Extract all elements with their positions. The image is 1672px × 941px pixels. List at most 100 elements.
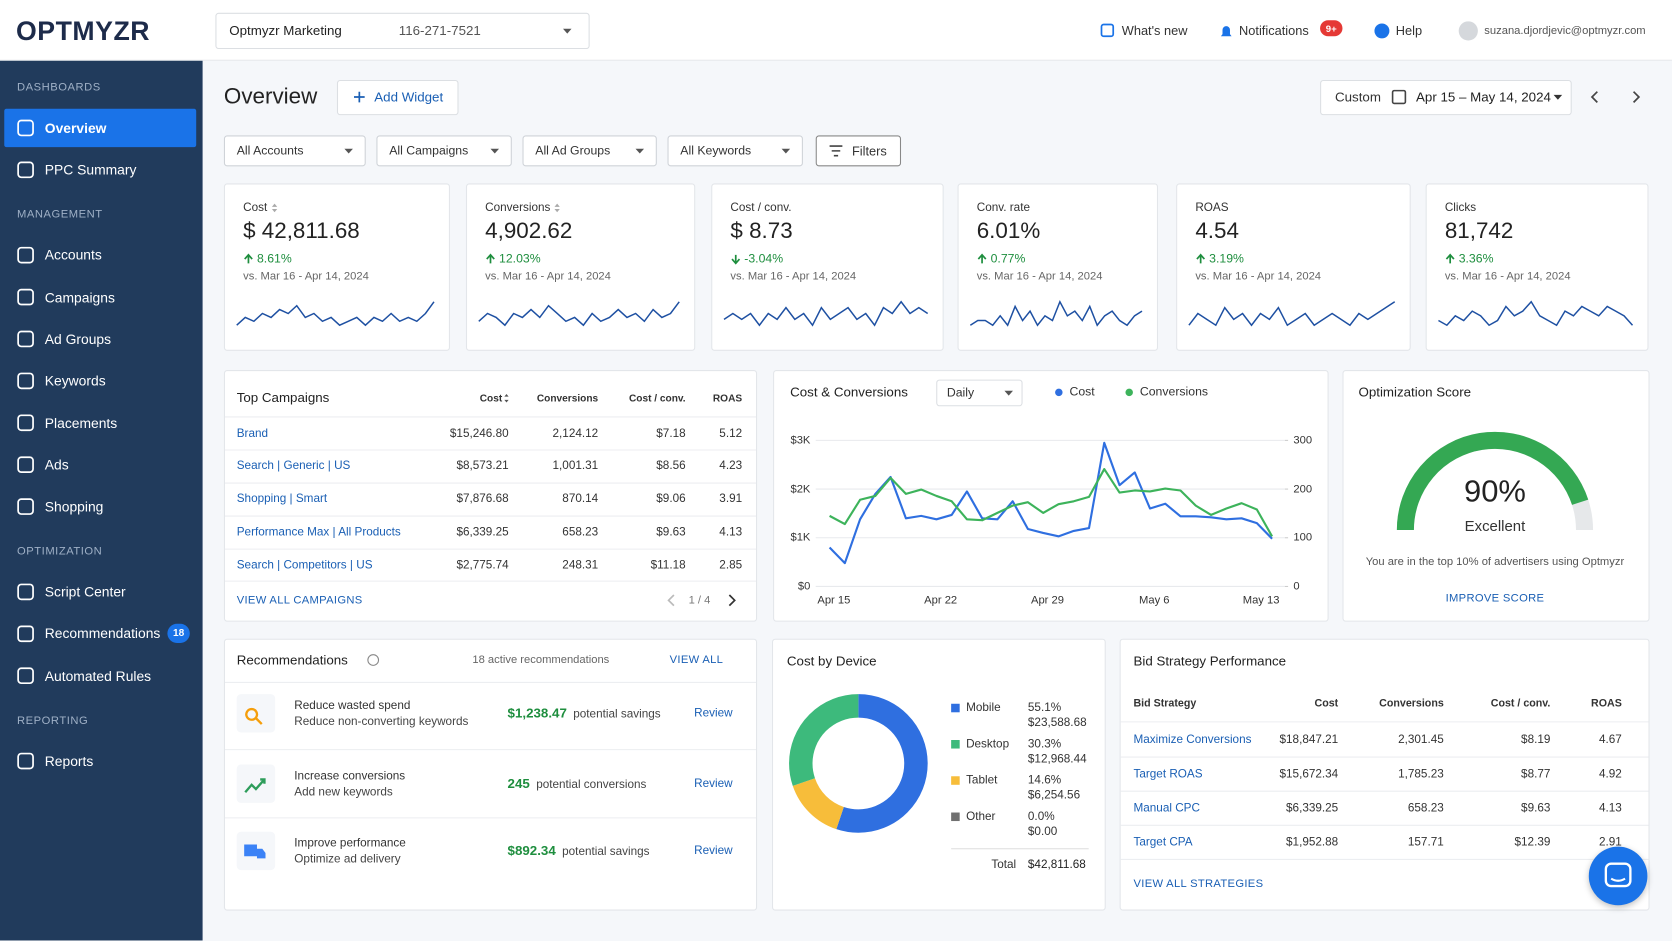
sidebar-item[interactable] bbox=[4, 445, 196, 483]
filter-dropdown[interactable] bbox=[223, 135, 366, 167]
chevron-icon bbox=[1590, 91, 1598, 103]
sidebar-item-label[interactable]: Campaigns bbox=[44, 289, 115, 306]
campaign-link[interactable]: Search | Generic | US bbox=[236, 459, 351, 473]
sidebar-item-label[interactable]: Recommendations bbox=[44, 625, 161, 642]
filter-dropdown[interactable] bbox=[376, 135, 512, 167]
column-header: Cost bbox=[1314, 697, 1339, 710]
account-select[interactable] bbox=[215, 12, 590, 50]
date-picker[interactable] bbox=[1320, 79, 1572, 116]
whats-new[interactable]: What's new bbox=[1121, 23, 1188, 39]
sidebar-section-title: OPTIMIZATION bbox=[17, 544, 103, 558]
sidebar-item-label[interactable]: Script Center bbox=[44, 583, 126, 600]
strategy-link[interactable]: Target CPA bbox=[1133, 835, 1193, 849]
table-cell: 870.14 bbox=[562, 492, 599, 506]
table-cell: 3.91 bbox=[719, 492, 743, 506]
improve-score-link[interactable]: IMPROVE SCORE bbox=[1445, 591, 1545, 605]
rec-subtitle: Optimize ad delivery bbox=[294, 852, 401, 866]
campaign-link[interactable]: Performance Max | All Products bbox=[236, 525, 401, 539]
column-header: ROAS bbox=[1591, 697, 1622, 710]
table-cell: $8.19 bbox=[1521, 733, 1551, 747]
user-email: suzana.djordjevic@optmyzr.com bbox=[1484, 24, 1646, 38]
strategy-link[interactable]: Manual CPC bbox=[1133, 801, 1200, 815]
sidebar-item-label[interactable]: Shopping bbox=[44, 498, 104, 515]
table-cell: 2,124.12 bbox=[552, 427, 599, 441]
kpi-label: Clicks bbox=[1444, 201, 1477, 215]
review-link[interactable]: Review bbox=[694, 706, 733, 720]
sidebar-item-label[interactable]: Overview bbox=[44, 119, 107, 136]
sidebar-section-title: REPORTING bbox=[17, 714, 89, 727]
sidebar-item-label[interactable]: Reports bbox=[44, 753, 94, 770]
cost-conversions-card bbox=[773, 370, 1329, 622]
sidebar-item[interactable] bbox=[4, 742, 196, 780]
campaign-link[interactable]: Brand bbox=[236, 427, 269, 441]
table-cell: 248.31 bbox=[562, 558, 599, 572]
table-cell: 2.85 bbox=[719, 558, 743, 572]
sidebar-item-label[interactable]: Keywords bbox=[44, 372, 106, 389]
kpi-label: Cost bbox=[243, 201, 268, 215]
x-tick-label: Apr 29 bbox=[1030, 593, 1064, 607]
rec-value-row: 245 potential conversions bbox=[508, 776, 647, 791]
page-title: Overview bbox=[223, 84, 318, 109]
logo: OPTMYZR bbox=[15, 16, 151, 47]
sidebar-section-title: DASHBOARDS bbox=[17, 81, 101, 94]
rec-value-note: potential savings bbox=[562, 845, 650, 859]
table-cell: $1,952.88 bbox=[1286, 835, 1339, 849]
table-cell: $11.18 bbox=[650, 558, 686, 572]
top-campaigns-card bbox=[223, 370, 758, 622]
legend-label: Conversions bbox=[1139, 386, 1209, 399]
rec-value-note: potential conversions bbox=[536, 778, 647, 792]
campaign-link[interactable]: Shopping | Smart bbox=[236, 492, 328, 506]
sidebar-item-label[interactable]: PPC Summary bbox=[44, 161, 137, 178]
kpi-change: -3.04% bbox=[744, 252, 784, 266]
x-tick-label: Apr 22 bbox=[924, 593, 958, 607]
active-count: 18 active recommendations bbox=[472, 653, 610, 667]
kpi-label: Cost / conv. bbox=[730, 201, 792, 215]
table-cell: $2,775.74 bbox=[456, 558, 509, 572]
sidebar-badge bbox=[167, 624, 190, 644]
filter-dropdown[interactable] bbox=[667, 135, 803, 167]
gauge-value-label: 90% bbox=[1464, 475, 1526, 510]
sidebar-item-label[interactable]: Accounts bbox=[44, 247, 102, 264]
kpi-change: 3.19% bbox=[1209, 252, 1244, 266]
column-header: Bid Strategy bbox=[1133, 697, 1197, 710]
kpi-label: ROAS bbox=[1195, 201, 1229, 215]
notifications[interactable]: Notifications bbox=[1239, 23, 1309, 39]
sidebar-item-label[interactable]: Ad Groups bbox=[44, 330, 112, 347]
filter-dropdown[interactable] bbox=[522, 135, 657, 167]
table-cell: 1,001.31 bbox=[552, 459, 599, 473]
view-all-link[interactable]: VIEW ALL bbox=[669, 653, 724, 667]
kpi-comparison: vs. Mar 16 - Apr 14, 2024 bbox=[485, 269, 611, 283]
granularity: Daily bbox=[946, 386, 975, 400]
help[interactable]: Help bbox=[1395, 23, 1423, 39]
total-value: $42,811.68 bbox=[1027, 858, 1086, 872]
view-all-link[interactable]: VIEW ALL CAMPAIGNS bbox=[236, 593, 363, 607]
card-title: Top Campaigns bbox=[236, 390, 330, 406]
gauge-status: Excellent bbox=[1464, 517, 1526, 535]
table-cell: 5.12 bbox=[719, 427, 743, 441]
sidebar-item-label[interactable]: Placements bbox=[44, 414, 118, 431]
rec-subtitle: Reduce non-converting keywords bbox=[294, 714, 469, 728]
legend-label: Mobile bbox=[966, 701, 1001, 715]
y2-tick-label: 0 bbox=[1293, 580, 1300, 593]
review-link[interactable]: Review bbox=[694, 844, 733, 858]
campaign-link[interactable]: Search | Competitors | US bbox=[236, 558, 373, 572]
strategy-link[interactable]: Maximize Conversions bbox=[1133, 733, 1252, 747]
kpi-comparison: vs. Mar 16 - Apr 14, 2024 bbox=[730, 269, 857, 283]
view-all-link[interactable]: VIEW ALL STRATEGIES bbox=[1133, 877, 1264, 891]
sidebar-badge-text: 18 bbox=[172, 627, 185, 640]
table-cell: $15,246.80 bbox=[449, 427, 509, 441]
sidebar-item-label[interactable]: Ads bbox=[44, 456, 69, 473]
table-cell: 2.91 bbox=[1599, 835, 1622, 849]
legend-label: Cost bbox=[1069, 386, 1095, 399]
account-id: 116-271-7521 bbox=[398, 23, 481, 39]
rec-subtitle: Add new keywords bbox=[294, 785, 393, 799]
chat-button[interactable] bbox=[1588, 846, 1648, 906]
kpi-comparison: vs. Mar 16 - Apr 14, 2024 bbox=[976, 269, 1103, 283]
x-tick-label: May 6 bbox=[1139, 593, 1170, 607]
device-share: 30.3% bbox=[1027, 737, 1062, 751]
sidebar-item-label[interactable]: Automated Rules bbox=[44, 667, 152, 684]
rec-value-note: potential savings bbox=[573, 708, 661, 721]
strategy-link[interactable]: Target ROAS bbox=[1133, 767, 1203, 781]
review-link[interactable]: Review bbox=[694, 777, 733, 791]
y-tick-label: $3K bbox=[790, 433, 811, 447]
